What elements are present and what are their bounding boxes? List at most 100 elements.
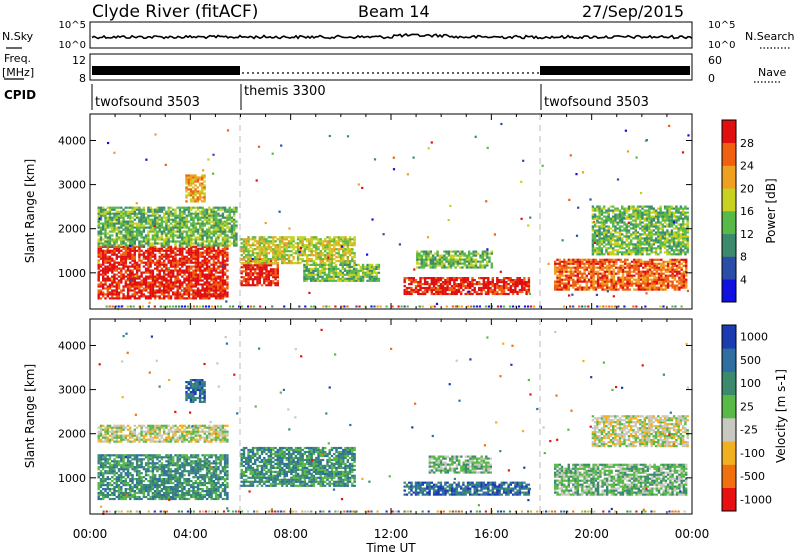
echo-cell [283, 256, 286, 259]
echo-cell [167, 206, 170, 209]
echo-cell [165, 240, 168, 243]
echo-cell [165, 281, 168, 284]
echo-cell [258, 264, 261, 267]
echo-cell [625, 249, 628, 252]
freq-tick-top: 12 [72, 54, 86, 67]
echo-cell [174, 267, 177, 270]
echo-cell [607, 225, 610, 228]
echo-cell [350, 273, 353, 276]
echo-cell [187, 210, 191, 213]
echo-cell [201, 208, 204, 211]
echo-cell [251, 260, 255, 263]
echo-cell [600, 239, 604, 242]
echo-cell [205, 275, 209, 278]
echo-cell [194, 257, 197, 260]
echo-cell [201, 216, 204, 219]
echo-cell [440, 254, 444, 257]
echo-cell [621, 272, 625, 275]
echo-cell [664, 286, 668, 289]
echo-cell [328, 279, 331, 282]
echo-cell [603, 237, 606, 240]
echo-cell [481, 258, 484, 261]
echo-cell [140, 220, 143, 223]
echo-cell [176, 289, 179, 292]
echo-cell [158, 251, 161, 254]
echo-cell [120, 257, 123, 260]
echo-cell [223, 220, 227, 223]
echo-cell [635, 258, 638, 261]
echo-cell [607, 247, 610, 250]
echo-cell [233, 242, 236, 245]
echo-cell [104, 226, 107, 229]
echo-cell [151, 291, 155, 294]
echo-cell [477, 252, 480, 255]
echo-cell [208, 236, 211, 239]
echo-cell [680, 262, 683, 265]
echo-cell [666, 282, 670, 285]
echo-cell [97, 253, 100, 256]
echo-cell [474, 260, 478, 263]
echo-cell [624, 260, 627, 263]
echo-cell [117, 236, 121, 239]
echo-cell [583, 268, 586, 271]
echo-cell [185, 244, 188, 247]
echo-cell [187, 174, 190, 177]
echo-cell [486, 264, 489, 267]
echo-cell [108, 291, 112, 294]
echo-cell [565, 288, 568, 291]
echo-cell [187, 194, 190, 197]
echo-cell [106, 289, 109, 292]
echo-cell [368, 271, 372, 274]
echo-cell [560, 272, 564, 275]
echo-cell [618, 251, 622, 254]
echo-cell [574, 268, 577, 271]
echo-cell [416, 254, 419, 257]
echo-cell [158, 289, 161, 292]
echo-cell [348, 248, 352, 251]
echo-cell [196, 190, 199, 193]
echo-cell [479, 262, 482, 265]
echo-cell [648, 282, 652, 285]
echo-cell [660, 270, 663, 273]
echo-cell [181, 293, 184, 296]
echo-cell [228, 210, 231, 213]
echo-cell [223, 224, 227, 227]
echo-cell [169, 222, 173, 225]
echo-cell [343, 277, 347, 280]
echo-cell [278, 236, 282, 239]
echo-cell [196, 206, 200, 209]
echo-cell [203, 297, 206, 300]
echo-cell [260, 260, 264, 263]
echo-cell [196, 253, 200, 256]
echo-cell [120, 275, 123, 278]
echo-cell [269, 268, 273, 271]
echo-cell [276, 266, 279, 269]
echo-cell [106, 259, 109, 262]
echo-cell [664, 264, 668, 267]
echo-cell [115, 222, 118, 225]
echo-cell [122, 234, 125, 237]
echo-cell [596, 231, 599, 234]
echo-cell [648, 268, 652, 271]
echo-cell [637, 270, 640, 273]
echo-cell [221, 259, 225, 262]
echo-cell [165, 226, 168, 229]
echo-cell [201, 238, 204, 241]
echo-cell [223, 287, 227, 290]
echo-cell [176, 228, 179, 231]
echo-cell [671, 262, 674, 265]
echo-cell [190, 283, 193, 286]
echo-cell [317, 258, 320, 261]
echo-cell [319, 256, 322, 259]
echo-cell [468, 252, 471, 255]
echo-cell [151, 277, 155, 280]
echo-cell [151, 285, 155, 288]
echo-cell [443, 250, 446, 253]
echo-cell [108, 267, 112, 270]
echo-cell [247, 274, 250, 277]
date-title: 27/Sep/2015 [582, 2, 684, 21]
echo-cell [669, 270, 672, 273]
echo-cell [346, 240, 349, 243]
echo-cell [138, 247, 141, 250]
echo-cell [527, 281, 531, 284]
